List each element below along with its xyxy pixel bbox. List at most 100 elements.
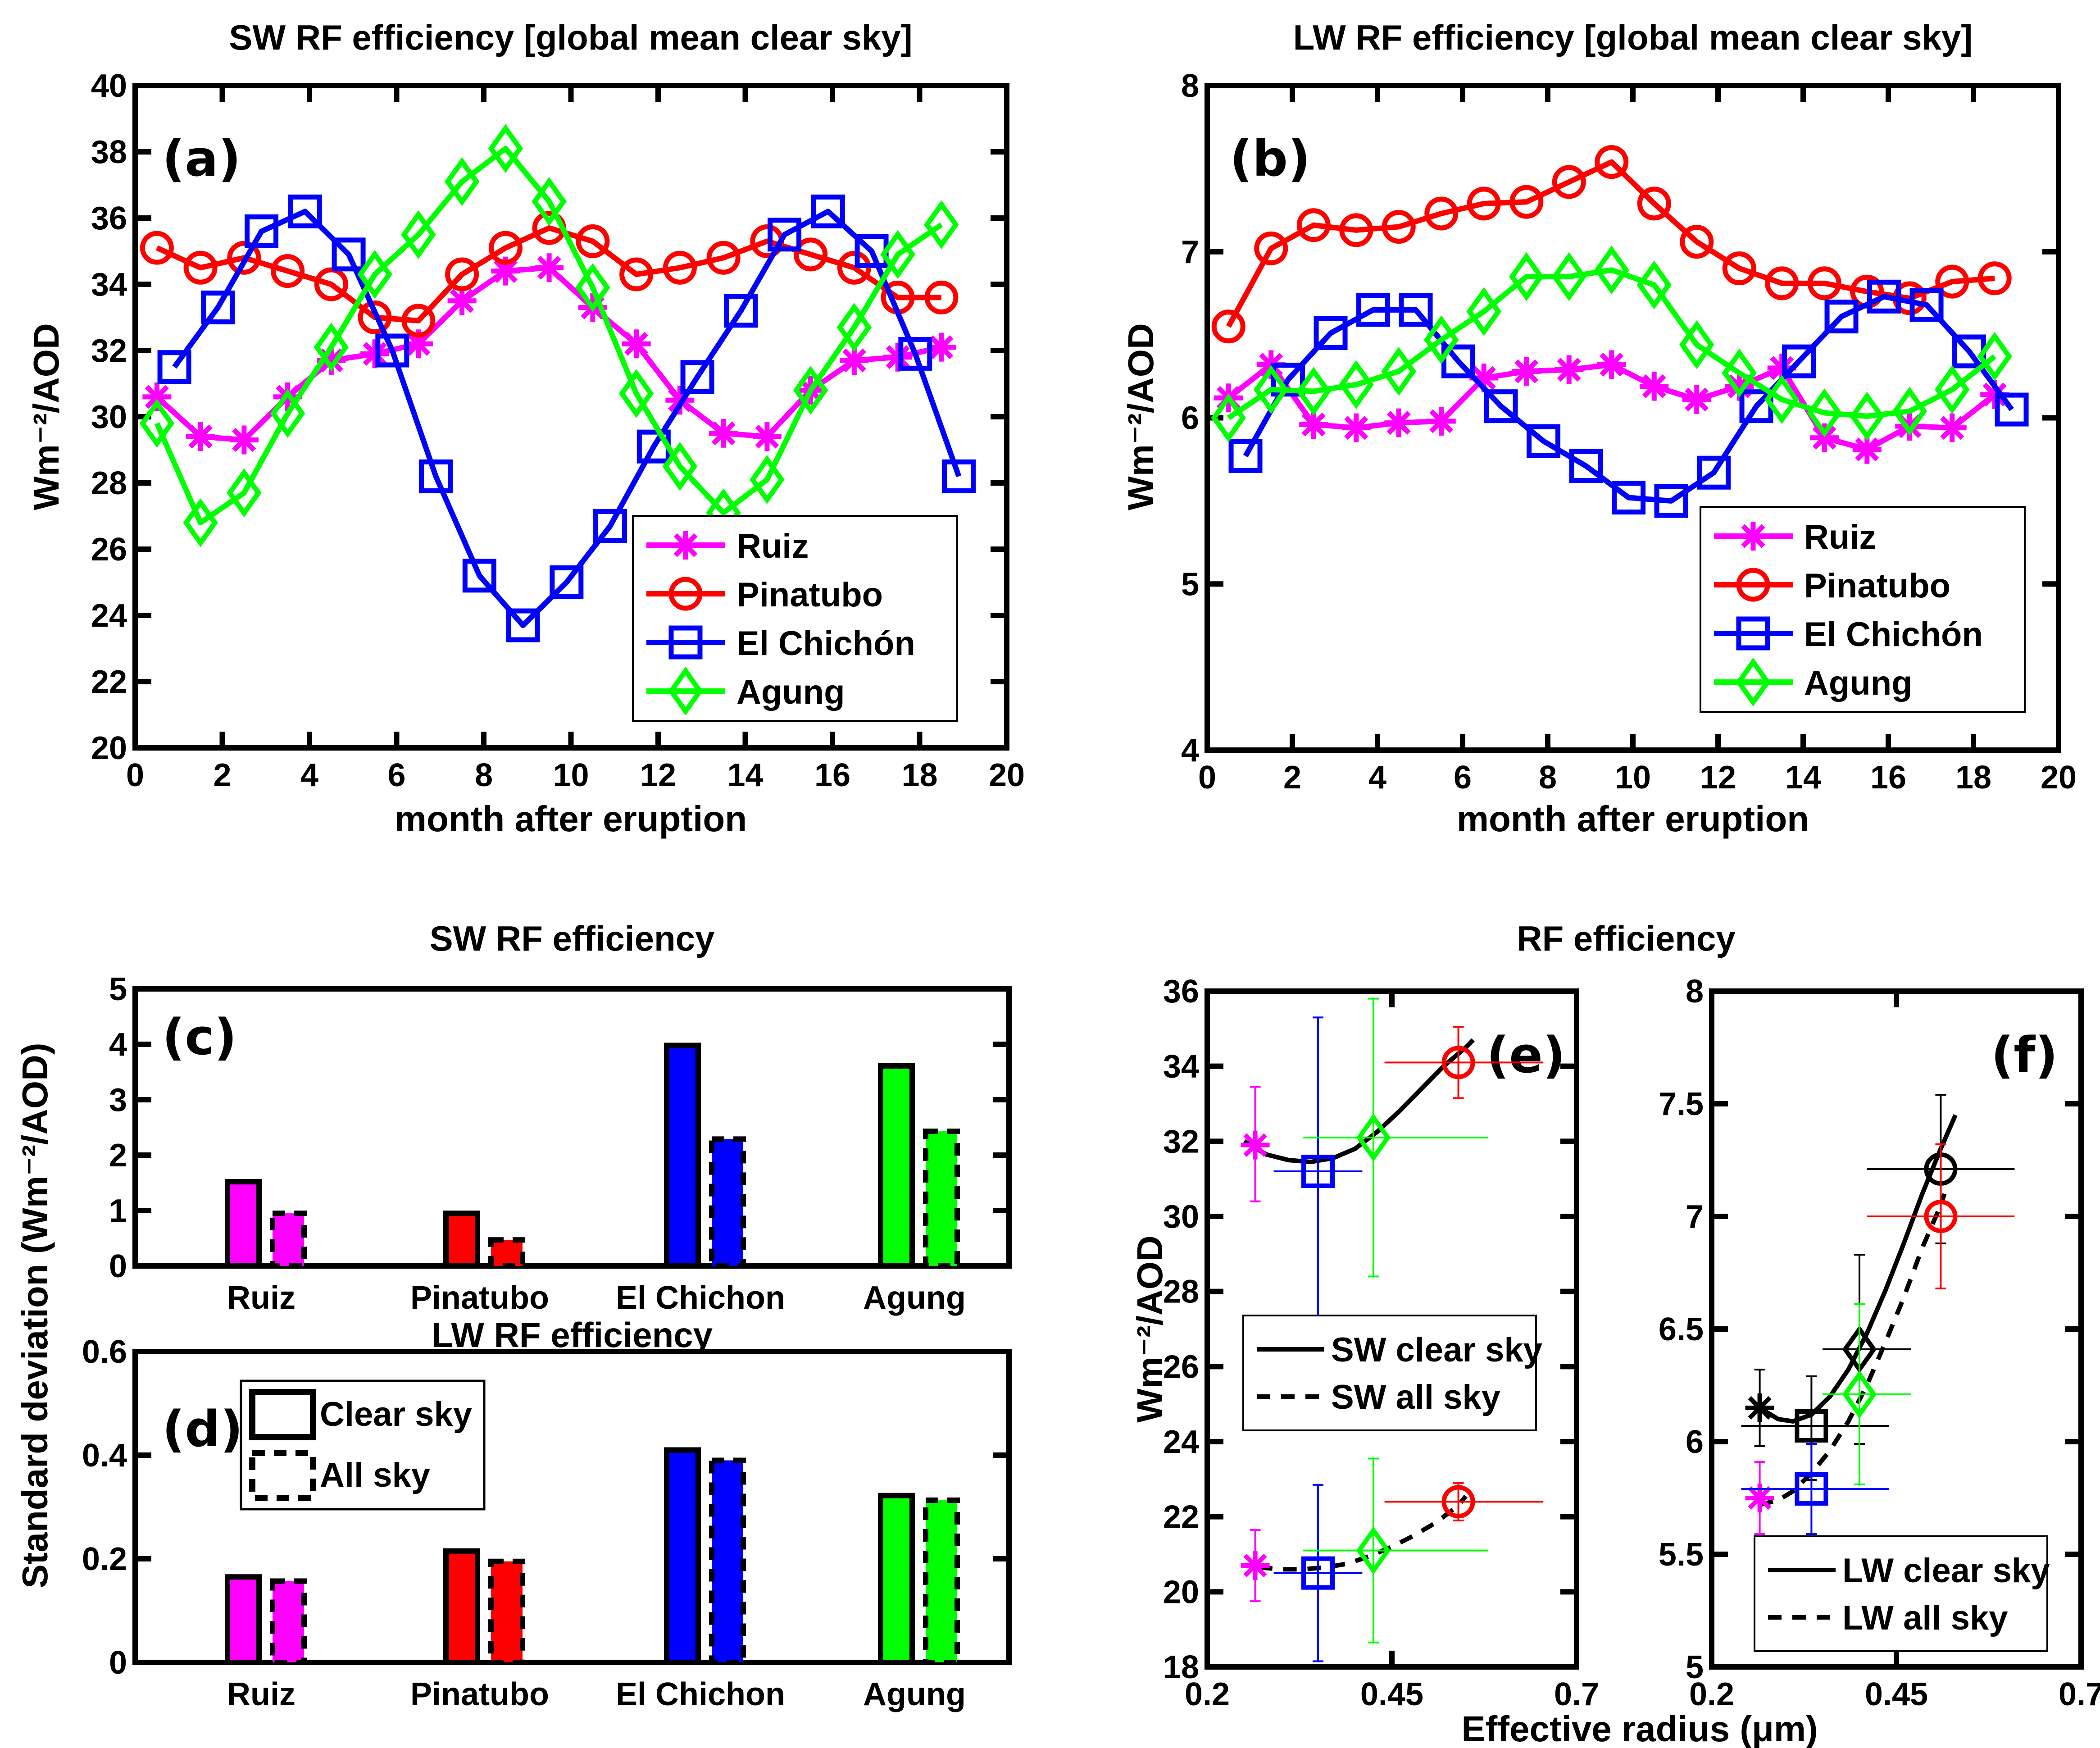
panel-a-point-el-chich-n — [245, 214, 279, 248]
panel-c-ytick-label: 5 — [109, 971, 127, 1007]
panel-a-point-pinatubo — [576, 224, 610, 258]
panel-b-point-pinatubo — [1296, 208, 1331, 242]
asterisk-stroke — [1243, 1553, 1267, 1578]
panel-a-ytick-label: 26 — [91, 532, 127, 568]
panel-a-point-agung — [880, 230, 915, 279]
legend-marker-pinatubo — [668, 577, 703, 611]
marker-asterisk — [1745, 1484, 1774, 1512]
panel-a-point-ruiz — [752, 422, 782, 451]
panel-a-xtick-label: 16 — [814, 757, 850, 793]
panel-a-point-agung — [270, 389, 305, 438]
panel-b-point-pinatubo — [1552, 165, 1586, 199]
panel-b-point-pinatubo — [1807, 266, 1841, 300]
panel-a-series-agung — [139, 124, 959, 547]
panel-b-point-agung — [1211, 393, 1246, 442]
panel-b-xtick-label: 12 — [1700, 760, 1736, 796]
panel-b-lw-line-chart: LW RF efficiency [global mean clear sky]… — [1121, 18, 2077, 839]
panel-e-sw-radius-scatter: RF efficiency (e) Wm⁻²/AOD Effective rad… — [1130, 919, 1818, 1748]
panel-f-lw-radius-scatter: (f) 55.566.577.580.2 0.45 0.7LW clear skyL… — [1659, 974, 2100, 1712]
panel-b-point-ruiz — [1299, 410, 1328, 439]
marker-diamond — [1842, 1370, 1877, 1419]
panel-a-point-el-chich-n — [201, 290, 235, 324]
panel-a-xtick-label: 2 — [213, 757, 231, 793]
panel-c-bar-ruiz-clear-sky — [225, 1179, 262, 1269]
panel-d-category-label: Agung — [863, 1676, 966, 1712]
panels-cd-ylabel: Standard deviation (Wm⁻²/AOD) — [15, 1042, 55, 1588]
panel-b-point-agung — [1977, 332, 2013, 381]
panel-a-xtick-label: 14 — [727, 757, 763, 793]
asterisk-stroke — [1685, 387, 1709, 412]
panel-a-line-agung — [154, 146, 943, 526]
panel-e-ytick-label: 28 — [1163, 1274, 1199, 1310]
panel-a-point-pinatubo — [227, 241, 261, 275]
panel-b-ytick-label: 4 — [1181, 733, 1199, 769]
panel-a-sw-line-chart: SW RF efficiency [global mean clear sky]… — [26, 18, 1025, 839]
panel-f-ytick-label: 7.5 — [1659, 1086, 1704, 1122]
panel-a-point-pinatubo — [314, 267, 348, 301]
panel-a-ytick-label: 36 — [91, 200, 127, 237]
panel-b-line-el-chich-n — [1243, 294, 2014, 504]
panel-b-point-el-chich-n — [1612, 481, 1646, 514]
asterisk-stroke — [1429, 409, 1454, 433]
panel-a-ytick-label: 24 — [91, 598, 127, 634]
panel-a-point-el-chich-n — [550, 565, 584, 599]
asterisk-stroke — [1812, 426, 1836, 450]
panel-e-legend-box — [1242, 1315, 1537, 1431]
panel-b-point-pinatubo — [1467, 187, 1501, 221]
asterisk-stroke — [1748, 1396, 1772, 1420]
marker-asterisk — [1745, 1393, 1774, 1422]
panel-a-xtick-label: 6 — [387, 757, 405, 793]
panel-a-title: SW RF efficiency [global mean clear sky] — [229, 18, 912, 57]
panel-c-title: SW RF efficiency — [430, 919, 715, 958]
panel-a-ylabel: Wm⁻²/AOD — [26, 323, 66, 510]
panel-a-xlabel: month after eruption — [395, 799, 747, 839]
panel-a-point-ruiz — [447, 286, 477, 315]
asterisk-stroke — [1940, 416, 1964, 440]
panel-b-point-ruiz — [1341, 413, 1371, 442]
panel-b-point-agung — [1423, 315, 1459, 364]
panel-b-xtick-label: 18 — [1955, 760, 1991, 796]
panel-b-point-pinatubo — [1211, 310, 1245, 344]
panel-b-point-agung — [1679, 320, 1714, 369]
panel-c-ytick-label: 0 — [109, 1248, 127, 1284]
panel-a-point-pinatubo — [663, 250, 697, 285]
panel-b-point-pinatubo — [1722, 251, 1756, 286]
legend-label-pinatubo: Pinatubo — [1804, 567, 1950, 605]
panel-a-ytick-label: 28 — [91, 465, 127, 501]
panel-c-axes-frame — [132, 986, 1012, 1269]
panel-e-ytick-label: 26 — [1163, 1349, 1199, 1385]
panel-b-series-agung — [1211, 246, 2013, 442]
panel-d-category-label: Pinatubo — [410, 1676, 549, 1712]
panel-a-point-agung — [836, 303, 872, 352]
panel-a-point-agung — [401, 210, 436, 259]
marker-asterisk — [1241, 1130, 1270, 1160]
panel-e-ytick-label: 32 — [1163, 1124, 1199, 1160]
panel-a-ytick-label: 30 — [91, 399, 127, 435]
panel-b-ytick-label: 5 — [1181, 566, 1199, 602]
panel-e-xtick-label: 0.2 — [1185, 1676, 1230, 1712]
asterisk-stroke — [1557, 358, 1581, 382]
panel-b-point-el-chich-n — [1909, 288, 1944, 322]
panel-b-point-pinatubo — [1595, 145, 1629, 179]
asterisk-stroke — [232, 428, 256, 452]
asterisk-stroke — [1243, 1133, 1267, 1157]
asterisk-stroke — [929, 335, 954, 360]
panel-a-point-el-chich-n — [724, 294, 758, 328]
panels-ef-xlabel: Effective radius (μm) — [1461, 1709, 1818, 1748]
panel-a-point-ruiz — [709, 419, 738, 448]
panel-b-point-agung — [1892, 387, 1927, 436]
panel-b-point-agung — [1466, 287, 1502, 336]
panel-c-bar-el-chichon-clear-sky — [664, 1042, 701, 1269]
panel-a-point-pinatubo — [140, 231, 174, 265]
panel-b-ytick-label: 6 — [1181, 401, 1199, 437]
panel-a-point-pinatubo — [924, 280, 959, 314]
panel-b-point-agung — [1296, 367, 1332, 416]
panel-d-ytick-label: 0.4 — [82, 1438, 127, 1474]
panel-e-ytick-label: 24 — [1163, 1424, 1199, 1460]
panel-a-point-agung — [532, 177, 567, 226]
panel-f-legend-box — [1754, 1535, 2048, 1652]
panel-a-point-agung — [750, 455, 785, 504]
panel-e-label: (e) — [1486, 1026, 1565, 1084]
panel-a-point-agung — [662, 442, 698, 491]
panel-a-point-ruiz — [229, 425, 259, 455]
